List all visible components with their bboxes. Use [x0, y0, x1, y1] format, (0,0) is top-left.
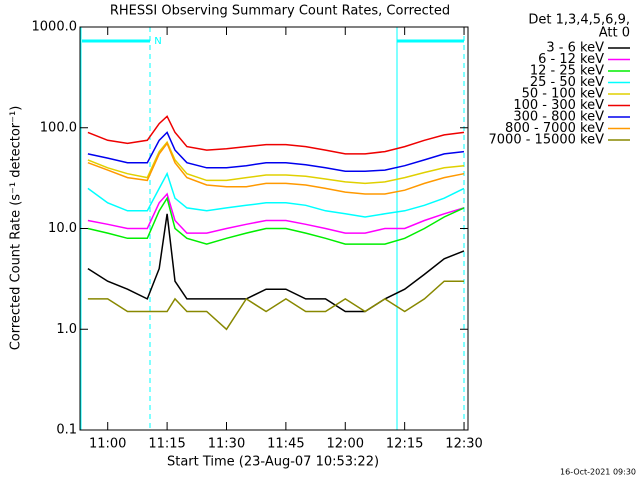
series-line [87, 171, 465, 218]
series-line [87, 192, 465, 234]
timestamp: 16-Oct-2021 09:30 [560, 468, 636, 477]
series-line [87, 131, 465, 173]
x-tick-label: 11:15 [148, 437, 185, 452]
legend-label: 25 - 50 keV [530, 75, 604, 90]
chart-title: RHESSI Observing Summary Count Rates, Co… [110, 4, 450, 19]
y-tick-label: 1.0 [56, 322, 77, 337]
legend-label: 6 - 12 keV [538, 52, 604, 67]
series-line [87, 280, 464, 331]
legend-label: 7000 - 15000 keV [489, 133, 605, 148]
legend-label: 800 - 7000 keV [505, 121, 604, 136]
y-tick-label: 100.0 [40, 120, 77, 135]
x-tick-label: 11:00 [89, 437, 126, 452]
legend-label: 3 - 6 keV [546, 41, 604, 56]
series-line [87, 140, 465, 185]
series-line [87, 141, 465, 195]
y-axis-label: Corrected Count Rate (s⁻¹ detector⁻¹) [9, 106, 24, 351]
x-tick-label: 12:00 [327, 437, 364, 452]
y-tick-label: 10.0 [48, 221, 77, 236]
legend-label: 100 - 300 keV [513, 98, 604, 113]
x-tick-label: 11:30 [208, 437, 245, 452]
x-tick-label: 12:30 [445, 437, 482, 452]
x-axis-label: Start Time (23-Aug-07 10:53:22) [167, 455, 379, 470]
legend-header: Det 1,3,4,5,6,9, [528, 13, 630, 28]
y-tick-label: 1000.0 [32, 20, 78, 35]
x-tick-label: 11:45 [267, 437, 304, 452]
series-line [87, 213, 465, 313]
x-tick-label: 12:15 [386, 437, 423, 452]
legend-label: 12 - 25 keV [530, 64, 604, 79]
legend-label: 300 - 800 keV [513, 110, 604, 125]
series-line [87, 196, 465, 245]
y-tick-label: 0.1 [56, 423, 77, 438]
legend-label: 50 - 100 keV [522, 87, 605, 102]
series-line [87, 115, 465, 155]
flag-label: N [154, 36, 161, 47]
legend-header: Att 0 [599, 26, 630, 41]
